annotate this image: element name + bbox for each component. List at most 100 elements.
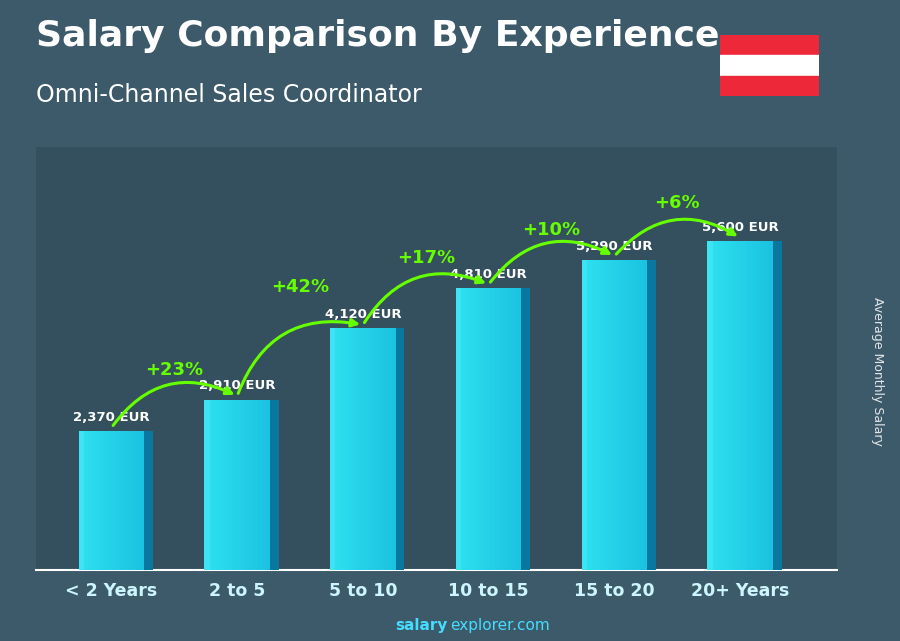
Bar: [717, 242, 719, 570]
Bar: [366, 328, 368, 570]
Polygon shape: [396, 328, 404, 570]
Text: salary: salary: [395, 619, 447, 633]
Bar: [644, 260, 645, 570]
Text: 2,910 EUR: 2,910 EUR: [199, 379, 275, 392]
Bar: [519, 288, 521, 570]
Bar: [102, 431, 104, 570]
Bar: [721, 242, 722, 570]
Bar: [456, 288, 461, 570]
Bar: [96, 431, 98, 570]
Bar: [228, 399, 229, 570]
Bar: [508, 288, 510, 570]
Bar: [737, 242, 739, 570]
Bar: [722, 242, 724, 570]
Bar: [353, 328, 355, 570]
Bar: [332, 328, 334, 570]
Bar: [707, 242, 713, 570]
Bar: [340, 328, 342, 570]
Bar: [87, 431, 88, 570]
Bar: [469, 288, 471, 570]
Bar: [742, 242, 743, 570]
Bar: [360, 328, 361, 570]
Bar: [140, 431, 141, 570]
Bar: [761, 242, 763, 570]
Text: 5,290 EUR: 5,290 EUR: [576, 240, 652, 253]
Bar: [714, 242, 716, 570]
Bar: [352, 328, 353, 570]
Bar: [268, 399, 270, 570]
Bar: [753, 242, 755, 570]
Bar: [240, 399, 242, 570]
Bar: [603, 260, 605, 570]
Text: +42%: +42%: [271, 278, 329, 296]
Bar: [234, 399, 236, 570]
Polygon shape: [270, 399, 279, 570]
Bar: [141, 431, 142, 570]
Bar: [238, 399, 239, 570]
Bar: [621, 260, 623, 570]
Bar: [124, 431, 126, 570]
Bar: [116, 431, 118, 570]
Bar: [123, 431, 124, 570]
Bar: [84, 431, 86, 570]
Text: +23%: +23%: [145, 361, 203, 379]
Bar: [505, 288, 507, 570]
Bar: [250, 399, 252, 570]
Bar: [252, 399, 254, 570]
Bar: [343, 328, 345, 570]
Bar: [765, 242, 766, 570]
Bar: [355, 328, 356, 570]
Bar: [626, 260, 627, 570]
Bar: [88, 431, 90, 570]
Bar: [716, 242, 717, 570]
Bar: [86, 431, 87, 570]
Bar: [104, 431, 105, 570]
Bar: [258, 399, 260, 570]
Bar: [218, 399, 220, 570]
Bar: [729, 242, 731, 570]
Bar: [373, 328, 374, 570]
Bar: [760, 242, 761, 570]
Bar: [265, 399, 266, 570]
Bar: [770, 242, 771, 570]
Bar: [627, 260, 629, 570]
Bar: [226, 399, 228, 570]
Bar: [379, 328, 381, 570]
Bar: [510, 288, 511, 570]
Bar: [617, 260, 619, 570]
Bar: [581, 260, 587, 570]
Bar: [388, 328, 389, 570]
Bar: [707, 242, 709, 570]
Bar: [743, 242, 745, 570]
Bar: [356, 328, 358, 570]
Bar: [214, 399, 216, 570]
Bar: [709, 242, 711, 570]
Bar: [371, 328, 373, 570]
Bar: [264, 399, 265, 570]
Bar: [90, 431, 92, 570]
Bar: [346, 328, 348, 570]
Bar: [120, 431, 122, 570]
Bar: [497, 288, 499, 570]
Bar: [461, 288, 463, 570]
Bar: [254, 399, 256, 570]
Bar: [587, 260, 589, 570]
Bar: [727, 242, 729, 570]
Text: 4,810 EUR: 4,810 EUR: [450, 268, 527, 281]
Bar: [456, 288, 457, 570]
Bar: [459, 288, 461, 570]
Bar: [256, 399, 258, 570]
Bar: [739, 242, 740, 570]
Bar: [755, 242, 757, 570]
Bar: [94, 431, 95, 570]
Bar: [758, 242, 760, 570]
Bar: [631, 260, 633, 570]
Bar: [232, 399, 234, 570]
Bar: [79, 431, 80, 570]
Bar: [463, 288, 464, 570]
Bar: [330, 328, 332, 570]
Bar: [593, 260, 595, 570]
Bar: [757, 242, 758, 570]
Text: Average Monthly Salary: Average Monthly Salary: [871, 297, 884, 446]
Bar: [134, 431, 136, 570]
